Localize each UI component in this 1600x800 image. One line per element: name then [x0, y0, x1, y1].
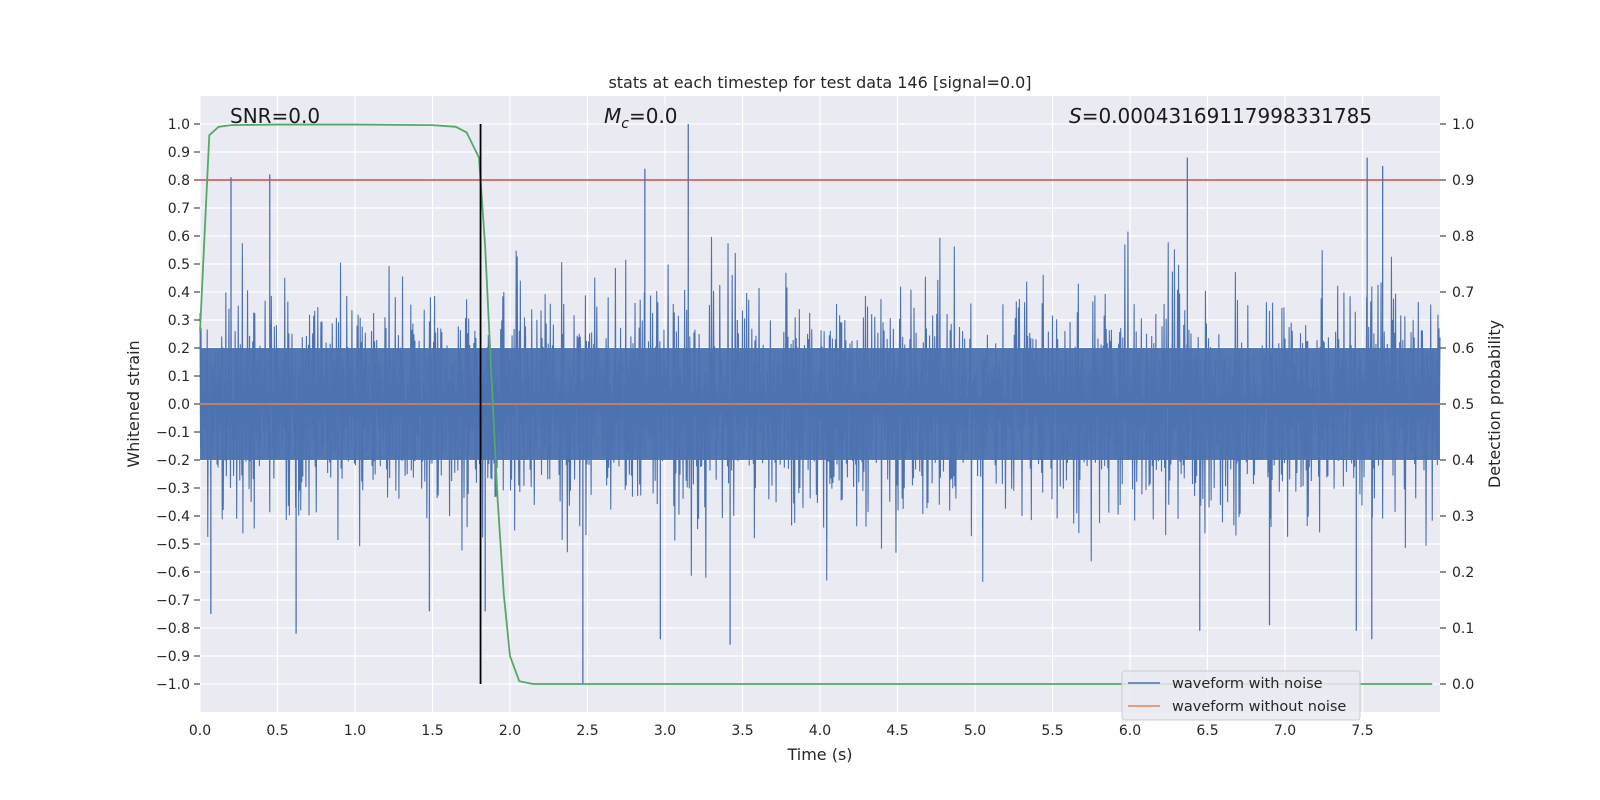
y-left-tick-label: −0.5 [156, 537, 190, 553]
x-tick-label: 1.0 [344, 723, 366, 739]
y-axis-right-label: Detection probability [1485, 320, 1504, 488]
annotation-chirp-mass-symbol: M [604, 104, 621, 128]
y-left-tick-label: 0.8 [168, 173, 190, 189]
y-axis-left-ticks: 1.0 0.9 0.8 0.7 0.6 0.5 0.4 0.3 0.2 0.1 0.0 −0.1 −0.… [156, 117, 200, 693]
x-tick-label: 5.0 [964, 723, 986, 739]
y-right-tick-label: 0.0 [1452, 677, 1474, 693]
annotation-s-symbol: S [1069, 104, 1082, 128]
y-left-tick-label: 0.2 [168, 341, 190, 357]
y-left-tick-label: 0.7 [168, 201, 190, 217]
y-left-tick-label: 0.5 [168, 257, 190, 273]
y-left-tick-label: 0.9 [168, 145, 190, 161]
x-tick-label: 7.0 [1274, 723, 1296, 739]
annotation-snr: SNR=0.0 [230, 104, 320, 128]
legend-label-with-noise: waveform with noise [1172, 676, 1323, 692]
series-detection-probability [199, 123, 1433, 685]
x-tick-label: 3.0 [654, 723, 676, 739]
y-left-tick-label: 0.0 [168, 397, 190, 413]
y-axis-right-ticks: 1.0 0.9 0.8 0.7 0.6 0.5 0.4 0.3 0.2 0.1 0.0 [1440, 117, 1474, 693]
y-left-tick-label: −0.4 [156, 509, 190, 525]
y-left-tick-label: −0.6 [156, 565, 190, 581]
y-left-tick-label: −0.3 [156, 481, 190, 497]
legend-box [1121, 670, 1361, 721]
x-tick-label: 0.5 [266, 723, 288, 739]
chart-title: stats at each timestep for test data 146… [608, 73, 1031, 92]
x-tick-label: 7.5 [1351, 723, 1373, 739]
x-tick-label: 3.5 [731, 723, 753, 739]
legend: waveform with noise waveform without noi… [1121, 670, 1361, 721]
y-left-tick-label: −0.9 [156, 649, 190, 665]
annotation-s: S=0.00043169117998331785 [1069, 104, 1372, 128]
y-right-tick-label: 1.0 [1452, 117, 1474, 133]
y-right-tick-label: 0.2 [1452, 565, 1474, 581]
y-left-tick-label: −1.0 [156, 677, 190, 693]
x-tick-label: 5.5 [1041, 723, 1063, 739]
y-left-tick-label: 0.1 [168, 369, 190, 385]
x-tick-label: 0.0 [189, 723, 211, 739]
y-left-tick-label: 0.4 [168, 285, 190, 301]
y-right-tick-label: 0.9 [1452, 173, 1474, 189]
y-left-tick-label: 1.0 [168, 117, 190, 133]
y-left-tick-label: −0.8 [156, 621, 190, 637]
x-tick-label: 2.0 [499, 723, 521, 739]
annotation-chirp-mass-value: =0.0 [629, 104, 678, 128]
y-right-tick-label: 0.3 [1452, 509, 1474, 525]
annotation-s-value: =0.00043169117998331785 [1082, 104, 1372, 128]
y-left-tick-label: 0.3 [168, 313, 190, 329]
y-left-tick-label: −0.2 [156, 453, 190, 469]
y-right-tick-label: 0.5 [1452, 397, 1474, 413]
x-tick-label: 4.0 [809, 723, 831, 739]
x-tick-label: 1.5 [421, 723, 443, 739]
y-right-tick-label: 0.6 [1452, 341, 1474, 357]
x-tick-label: 2.5 [576, 723, 598, 739]
legend-label-without-noise: waveform without noise [1172, 699, 1346, 715]
y-right-tick-label: 0.8 [1452, 229, 1474, 245]
y-left-tick-label: 0.6 [168, 229, 190, 245]
annotation-chirp-mass: Mc=0.0 [604, 104, 678, 132]
x-tick-label: 4.5 [886, 723, 908, 739]
x-tick-label: 6.5 [1196, 723, 1218, 739]
probability-trace [199, 123, 1433, 685]
x-tick-label: 6.0 [1119, 723, 1141, 739]
y-right-tick-label: 0.4 [1452, 453, 1474, 469]
y-right-tick-label: 0.7 [1452, 285, 1474, 301]
x-axis-label: Time (s) [786, 745, 852, 764]
x-axis-ticks: 0.0 0.5 1.0 1.5 2.0 2.5 3.0 3.5 4.0 4.5 5.0 5.5 6.0 6… [189, 723, 1374, 739]
y-axis-left-label: Whitened strain [124, 340, 143, 467]
y-right-tick-label: 0.1 [1452, 621, 1474, 637]
annotation-chirp-mass-subscript: c [621, 116, 629, 132]
y-left-tick-label: −0.7 [156, 593, 190, 609]
y-left-tick-label: −0.1 [156, 425, 190, 441]
